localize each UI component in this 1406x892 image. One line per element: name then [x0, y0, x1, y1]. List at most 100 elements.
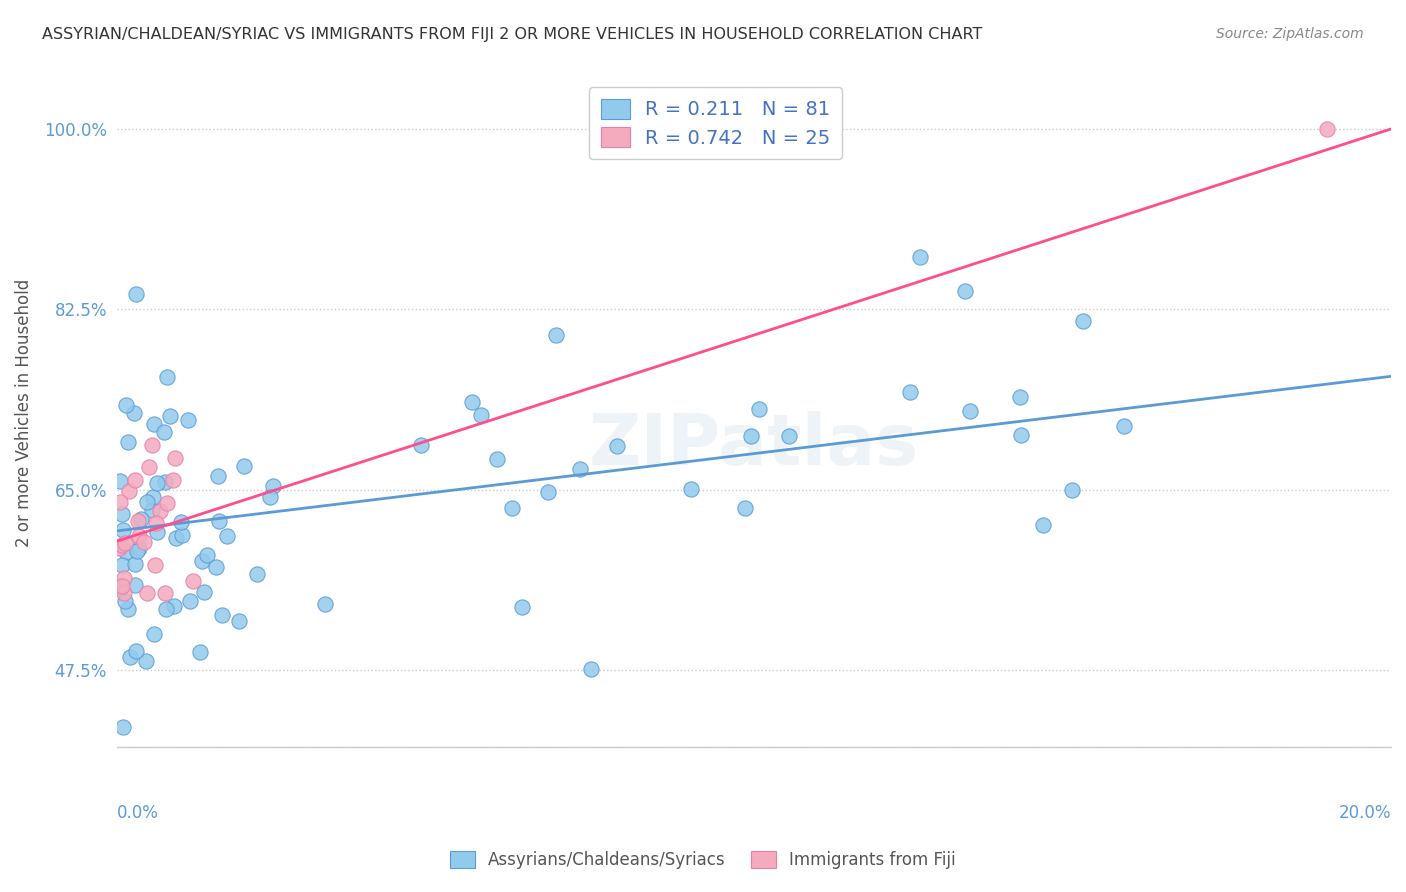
Point — [501, 501, 523, 516]
Point — [143, 558, 166, 573]
Point — [262, 479, 284, 493]
Point — [127, 514, 149, 528]
Point — [953, 285, 976, 299]
Point — [170, 515, 193, 529]
Point — [143, 627, 166, 641]
Point — [145, 516, 167, 531]
Point — [898, 384, 921, 399]
Point — [1062, 483, 1084, 497]
Point — [740, 429, 762, 443]
Point — [108, 474, 131, 488]
Point — [314, 598, 336, 612]
Point — [124, 473, 146, 487]
Point — [135, 655, 157, 669]
Point — [128, 529, 150, 543]
Point — [155, 586, 177, 600]
Point — [461, 395, 484, 409]
Point — [138, 459, 160, 474]
Point — [142, 417, 165, 431]
Point — [177, 413, 200, 427]
Point — [125, 644, 148, 658]
Point — [111, 507, 134, 521]
Point — [510, 600, 533, 615]
Point — [470, 408, 492, 422]
Point — [118, 649, 141, 664]
Point — [125, 286, 148, 301]
Point — [211, 607, 233, 622]
Point — [108, 581, 131, 595]
Point — [117, 601, 139, 615]
Point — [142, 490, 165, 504]
Point — [162, 473, 184, 487]
Point — [156, 370, 179, 384]
Point — [233, 459, 256, 474]
Point — [959, 404, 981, 418]
Point — [111, 579, 134, 593]
Legend: R = 0.211   N = 81, R = 0.742   N = 25: R = 0.211 N = 81, R = 0.742 N = 25 — [589, 87, 842, 160]
Point — [195, 549, 218, 563]
Point — [112, 570, 135, 584]
Point — [544, 328, 567, 343]
Point — [117, 434, 139, 449]
Point — [228, 614, 250, 628]
Point — [141, 502, 163, 516]
Point — [1316, 122, 1339, 136]
Point — [778, 428, 800, 442]
Point — [152, 425, 174, 440]
Point — [128, 541, 150, 555]
Point — [1010, 427, 1032, 442]
Point — [114, 536, 136, 550]
Point — [110, 558, 132, 572]
Point — [606, 439, 628, 453]
Point — [409, 438, 432, 452]
Point — [108, 495, 131, 509]
Point — [208, 514, 231, 528]
Point — [112, 720, 135, 734]
Point — [165, 531, 187, 545]
Point — [191, 554, 214, 568]
Point — [155, 602, 177, 616]
Point — [145, 525, 167, 540]
Point — [118, 484, 141, 499]
Text: 0.0%: 0.0% — [117, 804, 159, 822]
Point — [129, 512, 152, 526]
Point — [259, 490, 281, 504]
Point — [155, 496, 177, 510]
Point — [188, 644, 211, 658]
Point — [141, 438, 163, 452]
Point — [159, 409, 181, 424]
Point — [163, 450, 186, 465]
Point — [115, 545, 138, 559]
Point — [908, 250, 931, 264]
Point — [681, 482, 703, 496]
Point — [112, 586, 135, 600]
Point — [111, 523, 134, 537]
Point — [1008, 390, 1031, 404]
Point — [193, 585, 215, 599]
Point — [146, 475, 169, 490]
Point — [124, 406, 146, 420]
Point — [734, 500, 756, 515]
Point — [107, 579, 129, 593]
Point — [536, 485, 558, 500]
Point — [134, 535, 156, 549]
Text: 20.0%: 20.0% — [1339, 804, 1391, 822]
Point — [179, 593, 201, 607]
Point — [579, 662, 602, 676]
Point — [207, 469, 229, 483]
Point — [124, 557, 146, 571]
Point — [115, 398, 138, 412]
Point — [112, 766, 135, 780]
Text: Source: ZipAtlas.com: Source: ZipAtlas.com — [1216, 27, 1364, 41]
Point — [1032, 518, 1054, 533]
Point — [114, 594, 136, 608]
Point — [215, 529, 238, 543]
Point — [568, 462, 591, 476]
Point — [111, 538, 134, 552]
Point — [124, 578, 146, 592]
Point — [181, 574, 204, 588]
Point — [107, 541, 129, 555]
Point — [485, 452, 508, 467]
Point — [135, 495, 157, 509]
Point — [748, 402, 770, 417]
